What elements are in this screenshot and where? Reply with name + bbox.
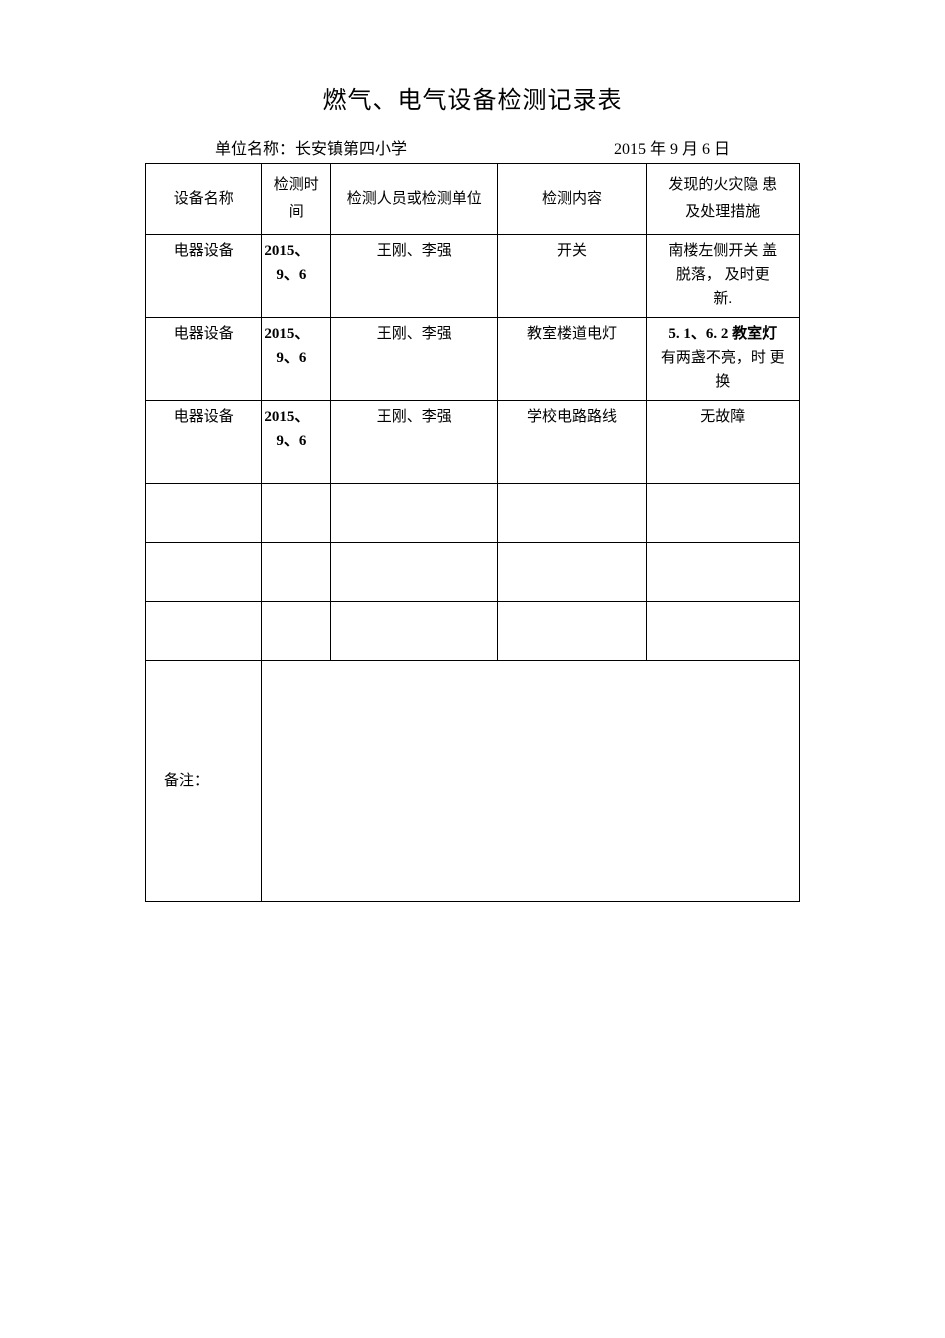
- inspection-table: 设备名称 检测时 间 检测人员或检测单位 检测内容 发现的火灾隐 患 及处理措施…: [145, 163, 800, 902]
- remarks-row: 备注：: [146, 661, 800, 902]
- cell-content: 开关: [498, 235, 646, 318]
- col-header-personnel: 检测人员或检测单位: [331, 164, 498, 235]
- cell-equipment: 电器设备: [146, 235, 262, 318]
- remarks-label: 备注：: [146, 661, 262, 902]
- table-header-row: 设备名称 检测时 间 检测人员或检测单位 检测内容 发现的火灾隐 患 及处理措施: [146, 164, 800, 235]
- col-header-equipment: 设备名称: [146, 164, 262, 235]
- cell-issue: 5. 1、6. 2 教室灯 有两盏不亮，时 更 换: [646, 318, 799, 401]
- page-title: 燃气、电气设备检测记录表: [145, 80, 800, 115]
- table-row: 电器设备 2015、 9、6 王刚、李强 开关 南楼左侧开关 盖 脱落， 及时更…: [146, 235, 800, 318]
- unit-label: 单位名称：: [215, 141, 295, 158]
- cell-equipment: 电器设备: [146, 401, 262, 484]
- cell-time: 2015、 9、6: [262, 401, 331, 484]
- cell-time: 2015、 9、6: [262, 318, 331, 401]
- table-row-empty: [146, 543, 800, 602]
- col-header-time: 检测时 间: [262, 164, 331, 235]
- col-header-issue: 发现的火灾隐 患 及处理措施: [646, 164, 799, 235]
- table-row-empty: [146, 484, 800, 543]
- cell-personnel: 王刚、李强: [331, 401, 498, 484]
- cell-time: 2015、 9、6: [262, 235, 331, 318]
- col-header-content: 检测内容: [498, 164, 646, 235]
- cell-personnel: 王刚、李强: [331, 318, 498, 401]
- cell-issue: 无故障: [646, 401, 799, 484]
- unit-name: 长安镇第四小学: [295, 141, 407, 158]
- header-line: 单位名称：长安镇第四小学 2015 年 9 月 6 日: [145, 135, 800, 159]
- table-row-empty: [146, 602, 800, 661]
- table-row: 电器设备 2015、 9、6 王刚、李强 学校电路路线 无故障: [146, 401, 800, 484]
- record-date: 2015 年 9 月 6 日: [614, 141, 730, 158]
- cell-personnel: 王刚、李强: [331, 235, 498, 318]
- cell-content: 教室楼道电灯: [498, 318, 646, 401]
- table-row: 电器设备 2015、 9、6 王刚、李强 教室楼道电灯 5. 1、6. 2 教室…: [146, 318, 800, 401]
- cell-content: 学校电路路线: [498, 401, 646, 484]
- cell-issue: 南楼左侧开关 盖 脱落， 及时更 新.: [646, 235, 799, 318]
- cell-equipment: 电器设备: [146, 318, 262, 401]
- remarks-content: [262, 661, 800, 902]
